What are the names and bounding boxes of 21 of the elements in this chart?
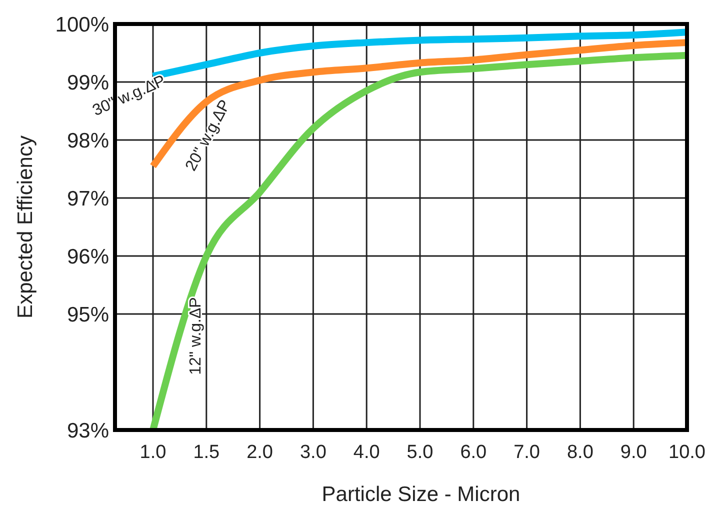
text: 12" w.g.ΔP bbox=[187, 297, 204, 375]
x-tick-label: 6.0 bbox=[460, 442, 487, 463]
x-tick-label: 9.0 bbox=[620, 442, 647, 463]
x-tick-label: 10.0 bbox=[668, 442, 706, 463]
y-tick-label: 95% bbox=[66, 303, 109, 326]
x-tick-label: 3.0 bbox=[300, 442, 326, 463]
y-tick-label: 97% bbox=[66, 187, 109, 210]
x-tick-label: 1.5 bbox=[193, 442, 220, 463]
y-tick-label: 98% bbox=[66, 129, 109, 152]
x-tick-label: 5.0 bbox=[406, 442, 434, 463]
y-axis-title: Expected Efficiency bbox=[14, 135, 37, 318]
x-tick-label: 1.0 bbox=[140, 442, 166, 463]
x-tick-label: 8.0 bbox=[566, 442, 594, 463]
x-tick-label: 4.0 bbox=[353, 442, 380, 463]
x-tick-label: 2.0 bbox=[246, 442, 274, 463]
y-tick-label: 100% bbox=[55, 13, 109, 36]
x-axis-title: Particle Size - Micron bbox=[322, 483, 520, 506]
y-tick-label: 99% bbox=[66, 71, 109, 94]
y-tick-label: 93% bbox=[66, 419, 109, 442]
x-tick-label: 7.0 bbox=[514, 442, 540, 463]
y-tick-label: 96% bbox=[66, 245, 109, 268]
